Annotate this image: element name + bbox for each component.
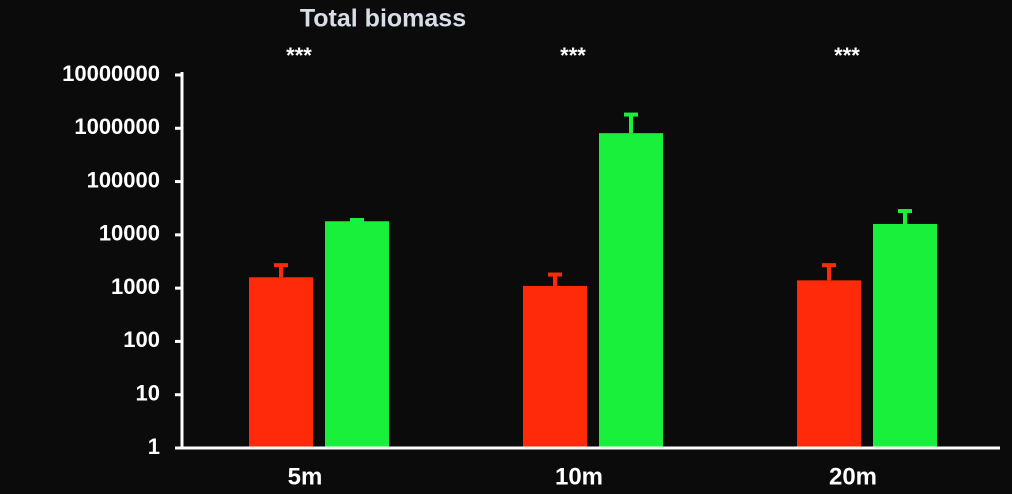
y-tick-label: 10000 xyxy=(99,221,160,246)
annotation: *** xyxy=(286,43,312,68)
annotation: *** xyxy=(560,43,586,68)
x-tick-label: 5m xyxy=(288,463,323,490)
annotation: *** xyxy=(834,43,860,68)
bar xyxy=(797,280,861,447)
y-tick-label: 10000000 xyxy=(62,61,160,86)
bar xyxy=(325,221,389,447)
bar xyxy=(523,285,587,447)
bar xyxy=(599,133,663,447)
y-tick-label: 100 xyxy=(123,327,160,352)
y-tick-label: 10 xyxy=(136,381,160,406)
chart-title: Total biomass xyxy=(300,5,466,33)
y-tick-label: 1000000 xyxy=(74,114,160,139)
bar xyxy=(873,223,937,447)
x-tick-label: 10m xyxy=(555,463,603,490)
x-tick-label: 20m xyxy=(829,463,877,490)
y-tick-label: 1 xyxy=(148,434,160,459)
bar xyxy=(249,277,313,447)
y-tick-label: 1000 xyxy=(111,274,160,299)
y-tick-label: 100000 xyxy=(87,167,160,192)
